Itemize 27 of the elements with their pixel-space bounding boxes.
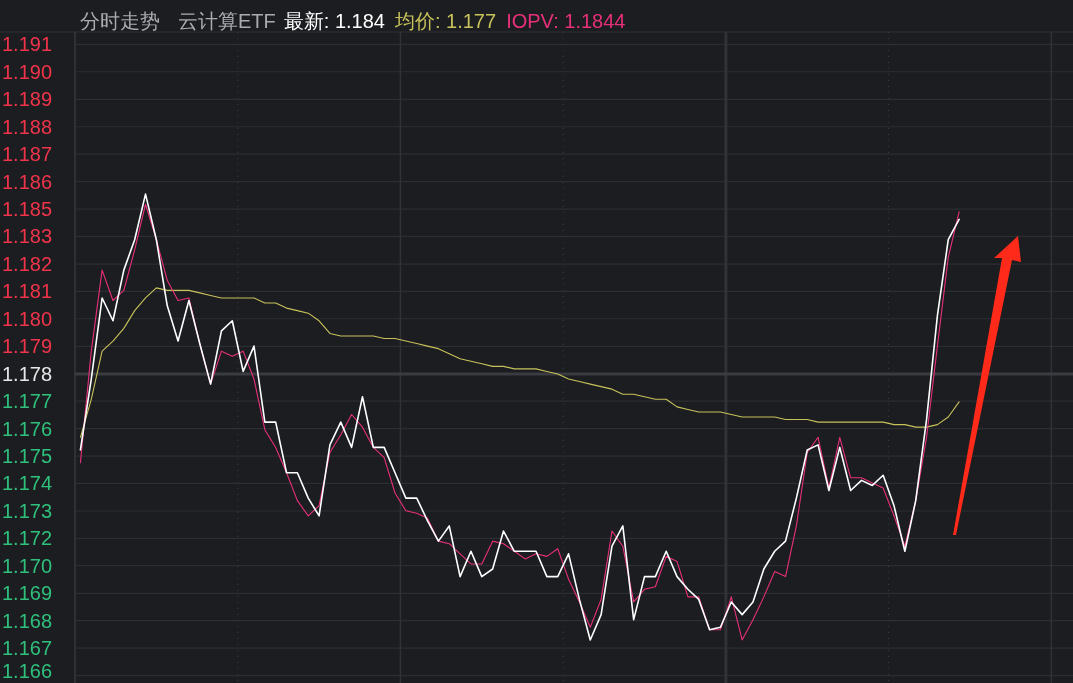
y-tick-label: 1.190 (2, 60, 53, 83)
y-tick-label: 1.191 (2, 33, 53, 56)
y-tick-label: 1.182 (2, 253, 53, 276)
legend: 最新: 1.184 均价: 1.177 IOPV: 1.1844 (283, 10, 626, 32)
y-tick-label: 1.181 (2, 280, 53, 303)
y-tick-label: 1.170 (2, 554, 53, 577)
y-tick-label: 1.188 (2, 115, 53, 138)
chart-subtitle: 云计算ETF (178, 10, 276, 32)
y-tick-label: 1.175 (2, 445, 53, 468)
y-tick-label: 1.189 (2, 88, 53, 111)
y-tick-label: 1.177 (2, 390, 53, 413)
y-tick-label: 1.172 (2, 527, 53, 550)
y-tick-label: 1.168 (2, 609, 53, 632)
y-tick-label: 1.166 (2, 660, 53, 682)
y-tick-label: 1.176 (2, 417, 53, 440)
y-tick-label: 1.169 (2, 582, 53, 605)
y-tick-label: 1.185 (2, 198, 53, 221)
y-tick-label: 1.173 (2, 500, 53, 522)
y-tick-label: 1.186 (2, 170, 53, 193)
y-tick-label: 1.187 (2, 143, 53, 166)
y-tick-label: 1.174 (2, 472, 53, 495)
y-tick-label: 1.167 (2, 637, 53, 660)
y-tick-label: 1.178 (2, 362, 53, 385)
y-tick-label: 1.180 (2, 307, 53, 330)
y-tick-label: 1.183 (2, 225, 53, 248)
y-tick-label: 1.179 (2, 335, 53, 358)
chart-title: 分时走势 (80, 10, 160, 32)
